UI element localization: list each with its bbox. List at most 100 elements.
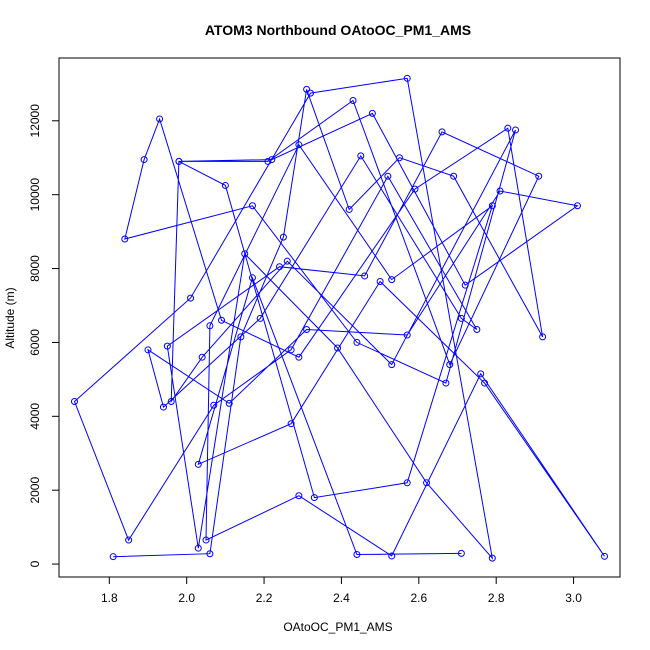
data-point xyxy=(140,156,148,164)
data-point xyxy=(248,202,256,210)
data-point xyxy=(237,333,245,341)
data-point xyxy=(334,344,342,352)
data-point xyxy=(473,326,481,334)
chart-title: ATOM3 Northbound OAtoOC_PM1_AMS xyxy=(205,22,471,38)
data-point xyxy=(481,379,489,387)
data-point xyxy=(368,109,376,117)
x-axis: 1.8 2.0 2.2 2.4 2.6 2.8 3.0 xyxy=(101,576,582,605)
data-point xyxy=(206,550,214,558)
data-point xyxy=(121,235,129,243)
data-point xyxy=(450,172,458,180)
data-point xyxy=(295,353,303,361)
y-tick-label: 2000 xyxy=(28,477,42,504)
data-point xyxy=(194,460,202,468)
x-tick-label: 2.8 xyxy=(488,591,505,605)
y-tick-label: 6000 xyxy=(28,329,42,356)
data-point xyxy=(70,398,78,406)
x-tick-label: 2.2 xyxy=(256,591,273,605)
data-point xyxy=(287,420,295,428)
data-point xyxy=(403,331,411,339)
data-point xyxy=(125,536,133,544)
data-point xyxy=(264,157,272,165)
data-point xyxy=(573,202,581,210)
data-point xyxy=(287,346,295,354)
y-axis-label: Altitude (m) xyxy=(3,287,17,348)
data-point xyxy=(601,552,609,560)
y-tick-label: 10000 xyxy=(28,178,42,212)
data-point xyxy=(488,554,496,562)
data-point xyxy=(295,492,303,500)
data-point xyxy=(423,479,431,487)
data-point xyxy=(221,181,229,189)
data-point xyxy=(457,314,465,322)
series-layer xyxy=(73,77,605,560)
data-point xyxy=(388,361,396,369)
data-point xyxy=(310,494,318,502)
data-point xyxy=(283,257,291,265)
data-point xyxy=(187,294,195,302)
data-point xyxy=(388,552,396,560)
data-point xyxy=(457,549,465,557)
data-point xyxy=(376,277,384,285)
data-point xyxy=(461,281,469,289)
data-point xyxy=(535,172,543,180)
data-point xyxy=(276,263,284,271)
data-point xyxy=(241,250,249,258)
data-point xyxy=(144,346,152,354)
y-axis: 0 2000 4000 6000 8000 10000 12000 xyxy=(28,104,60,567)
data-point xyxy=(206,322,214,330)
x-tick-label: 2.6 xyxy=(410,591,427,605)
data-point xyxy=(225,399,233,407)
x-tick-label: 1.8 xyxy=(101,591,118,605)
data-point xyxy=(163,342,171,350)
data-point xyxy=(345,205,353,213)
data-point xyxy=(353,550,361,558)
data-point xyxy=(175,157,183,165)
data-point xyxy=(306,89,314,97)
series-line xyxy=(73,77,605,560)
data-point xyxy=(361,272,369,280)
data-point xyxy=(384,172,392,180)
data-point xyxy=(295,141,303,149)
data-point xyxy=(303,85,311,93)
data-point xyxy=(109,553,117,561)
x-tick-label: 3.0 xyxy=(565,591,582,605)
data-point xyxy=(442,379,450,387)
data-point xyxy=(438,128,446,136)
data-point xyxy=(268,156,276,164)
point-layer xyxy=(70,74,609,562)
data-point xyxy=(512,126,520,134)
data-point xyxy=(539,333,547,341)
data-point xyxy=(198,353,206,361)
data-point xyxy=(217,316,225,324)
x-tick-label: 2.0 xyxy=(178,591,195,605)
data-point xyxy=(388,276,396,284)
data-point xyxy=(477,370,485,378)
data-point xyxy=(504,124,512,132)
x-axis-label: OAtoOC_PM1_AMS xyxy=(283,620,392,634)
data-point xyxy=(403,479,411,487)
data-point xyxy=(488,202,496,210)
data-point xyxy=(395,154,403,162)
y-tick-label: 12000 xyxy=(28,104,42,138)
data-point xyxy=(159,403,167,411)
y-tick-label: 4000 xyxy=(28,403,42,430)
data-point xyxy=(256,314,264,322)
x-tick-label: 2.4 xyxy=(333,591,350,605)
data-point xyxy=(403,74,411,82)
data-point xyxy=(446,361,454,369)
data-point xyxy=(248,274,256,282)
y-tick-label: 0 xyxy=(28,560,42,567)
data-point xyxy=(496,187,504,195)
data-point xyxy=(349,96,357,104)
data-point xyxy=(303,326,311,334)
y-tick-label: 8000 xyxy=(28,255,42,282)
plot-frame xyxy=(58,57,621,578)
data-point xyxy=(411,185,419,193)
data-point xyxy=(156,115,164,123)
data-point xyxy=(202,536,210,544)
data-point xyxy=(353,338,361,346)
data-point xyxy=(210,401,218,409)
data-point xyxy=(279,233,287,241)
